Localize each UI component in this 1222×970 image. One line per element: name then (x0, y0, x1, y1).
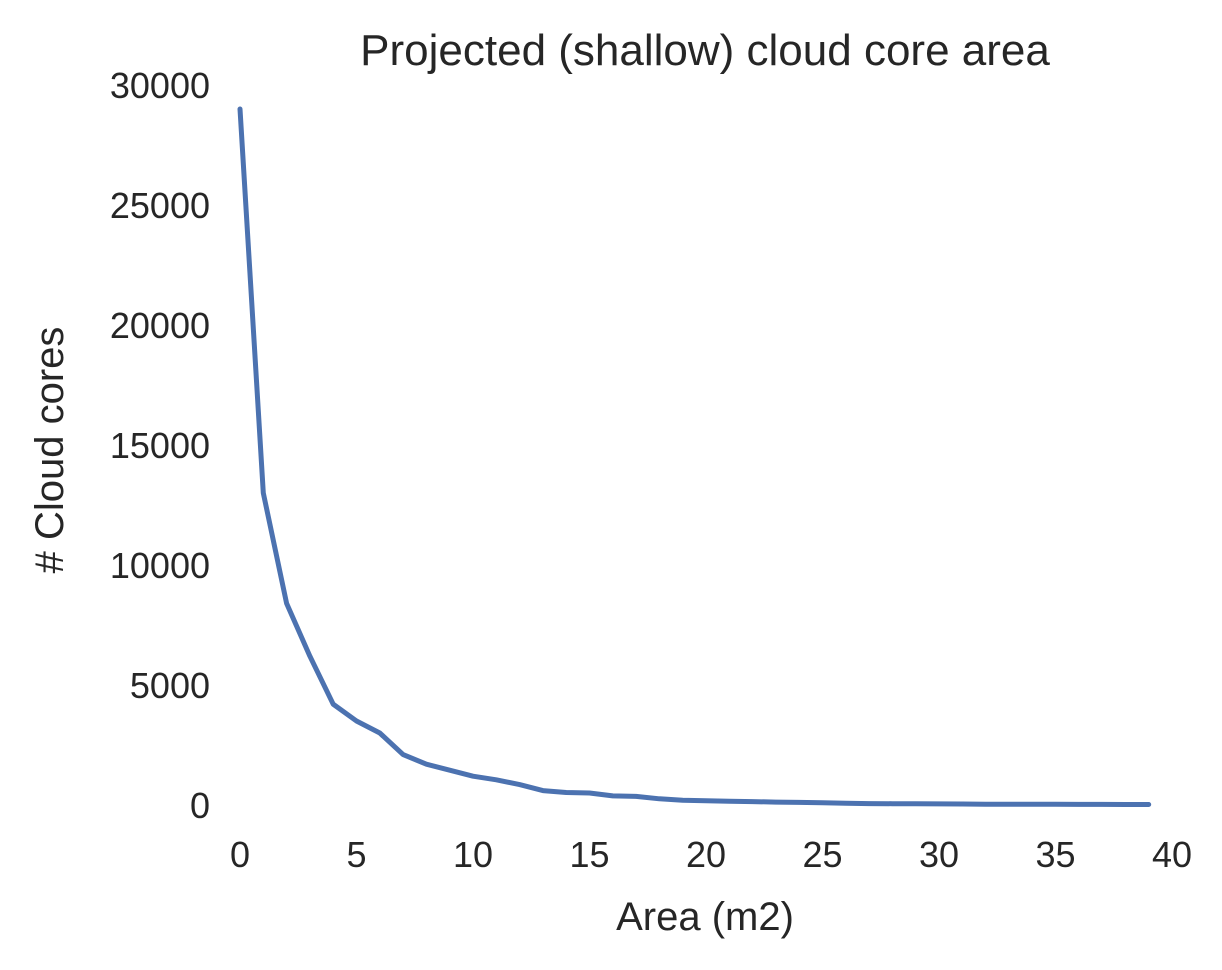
x-tick-label: 5 (346, 834, 366, 875)
y-tick-label: 30000 (110, 65, 210, 106)
x-tick-label: 25 (802, 834, 842, 875)
chart-title: Projected (shallow) cloud core area (360, 26, 1050, 75)
y-tick-labels: 0 5000 10000 15000 20000 25000 30000 (110, 65, 210, 826)
series-layer (237, 106, 1152, 807)
series-line (237, 106, 1152, 807)
y-tick-label: 15000 (110, 425, 210, 466)
y-tick-label: 10000 (110, 545, 210, 586)
y-tick-label: 20000 (110, 305, 210, 346)
y-tick-label: 25000 (110, 185, 210, 226)
x-axis-label: Area (m2) (616, 895, 794, 939)
x-tick-label: 40 (1152, 834, 1192, 875)
x-tick-label: 30 (919, 834, 959, 875)
y-axis-label: # Cloud cores (28, 327, 72, 574)
x-tick-label: 10 (453, 834, 493, 875)
y-tick-label: 5000 (130, 665, 210, 706)
y-tick-label: 0 (190, 785, 210, 826)
x-tick-labels: 0 5 10 15 20 25 30 35 40 (230, 834, 1192, 875)
x-tick-label: 20 (686, 834, 726, 875)
x-tick-label: 35 (1035, 834, 1075, 875)
x-tick-label: 0 (230, 834, 250, 875)
x-tick-label: 15 (569, 834, 609, 875)
